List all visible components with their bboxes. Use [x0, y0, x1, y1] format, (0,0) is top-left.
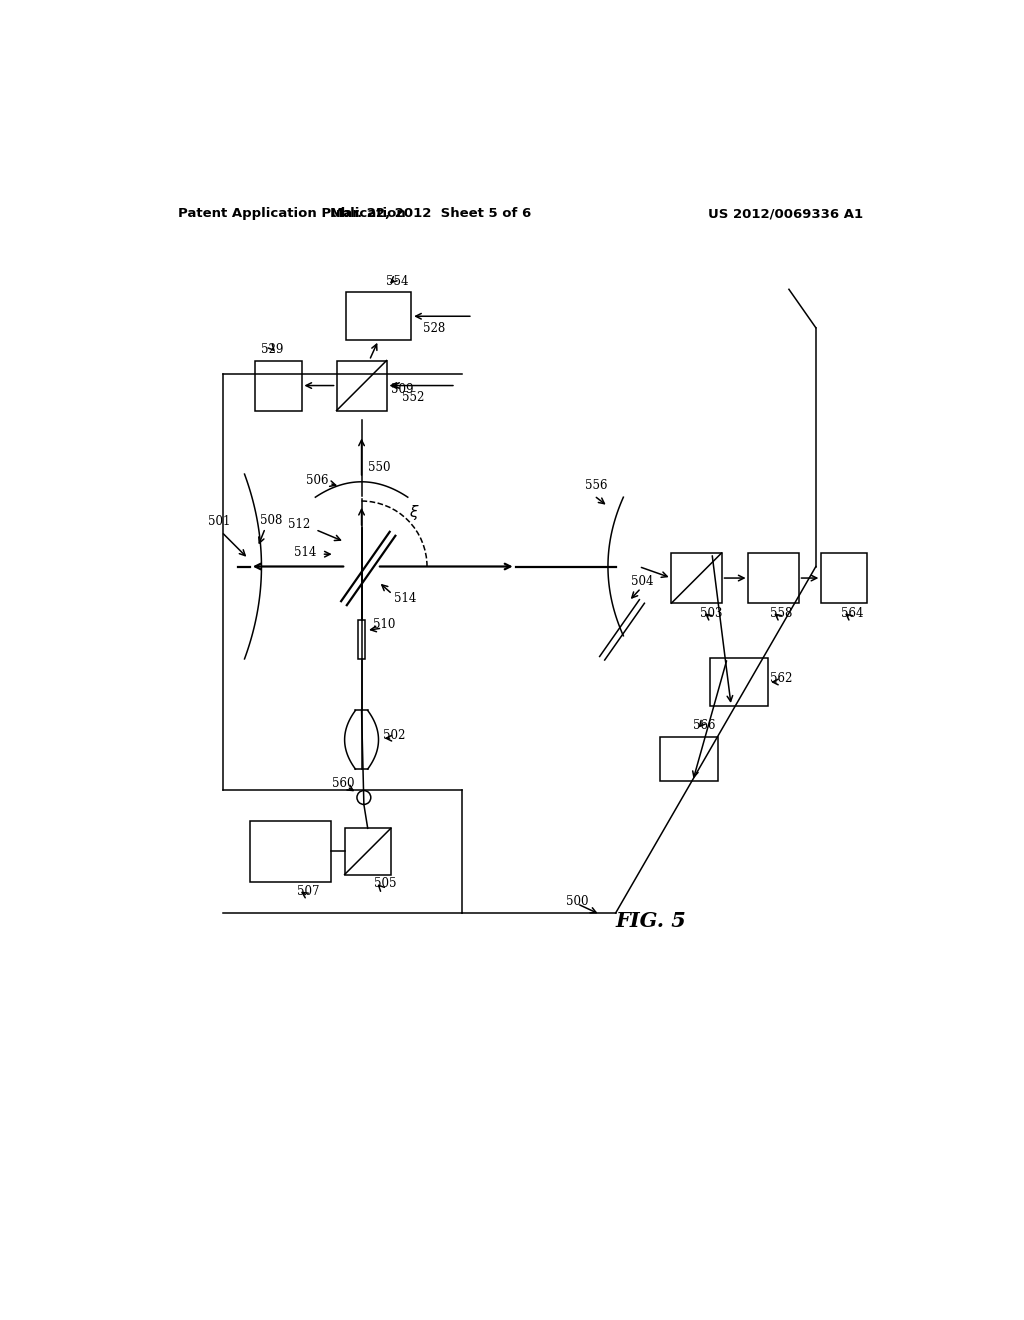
Text: 528: 528: [423, 322, 445, 335]
Text: 564: 564: [841, 607, 863, 620]
Text: FIG. 5: FIG. 5: [615, 911, 686, 931]
Text: 504: 504: [631, 576, 653, 589]
Bar: [710, 659, 768, 706]
Text: 566: 566: [692, 719, 715, 733]
Text: 500: 500: [565, 895, 588, 908]
Text: 560: 560: [332, 777, 354, 791]
Text: $\xi$: $\xi$: [410, 503, 420, 523]
Bar: [337, 360, 387, 411]
Text: 552: 552: [402, 391, 424, 404]
Bar: [672, 553, 722, 603]
Text: Mar. 22, 2012  Sheet 5 of 6: Mar. 22, 2012 Sheet 5 of 6: [330, 207, 531, 220]
Bar: [821, 553, 867, 603]
Text: 503: 503: [700, 607, 723, 620]
Text: 506: 506: [306, 474, 329, 487]
Text: 502: 502: [383, 730, 406, 742]
Text: US 2012/0069336 A1: US 2012/0069336 A1: [708, 207, 863, 220]
Text: 554: 554: [386, 275, 409, 288]
Text: 512: 512: [289, 517, 310, 531]
Text: 501: 501: [208, 515, 230, 528]
Bar: [345, 829, 391, 875]
Text: 505: 505: [374, 878, 396, 890]
Text: 550: 550: [368, 462, 390, 474]
Bar: [346, 293, 412, 341]
Text: 529: 529: [261, 343, 284, 356]
Bar: [749, 553, 799, 603]
Text: 508: 508: [260, 513, 283, 527]
Text: 514: 514: [394, 593, 417, 606]
Text: 509: 509: [391, 383, 414, 396]
Text: Patent Application Publication: Patent Application Publication: [178, 207, 407, 220]
Text: 558: 558: [770, 607, 792, 620]
Bar: [255, 360, 301, 411]
Text: 562: 562: [770, 672, 792, 685]
Text: 510: 510: [373, 618, 395, 631]
Text: 507: 507: [297, 884, 319, 898]
Text: 556: 556: [585, 479, 607, 492]
Bar: [358, 620, 365, 659]
Text: 514: 514: [294, 546, 316, 560]
Bar: [250, 821, 331, 882]
Bar: [659, 737, 718, 781]
